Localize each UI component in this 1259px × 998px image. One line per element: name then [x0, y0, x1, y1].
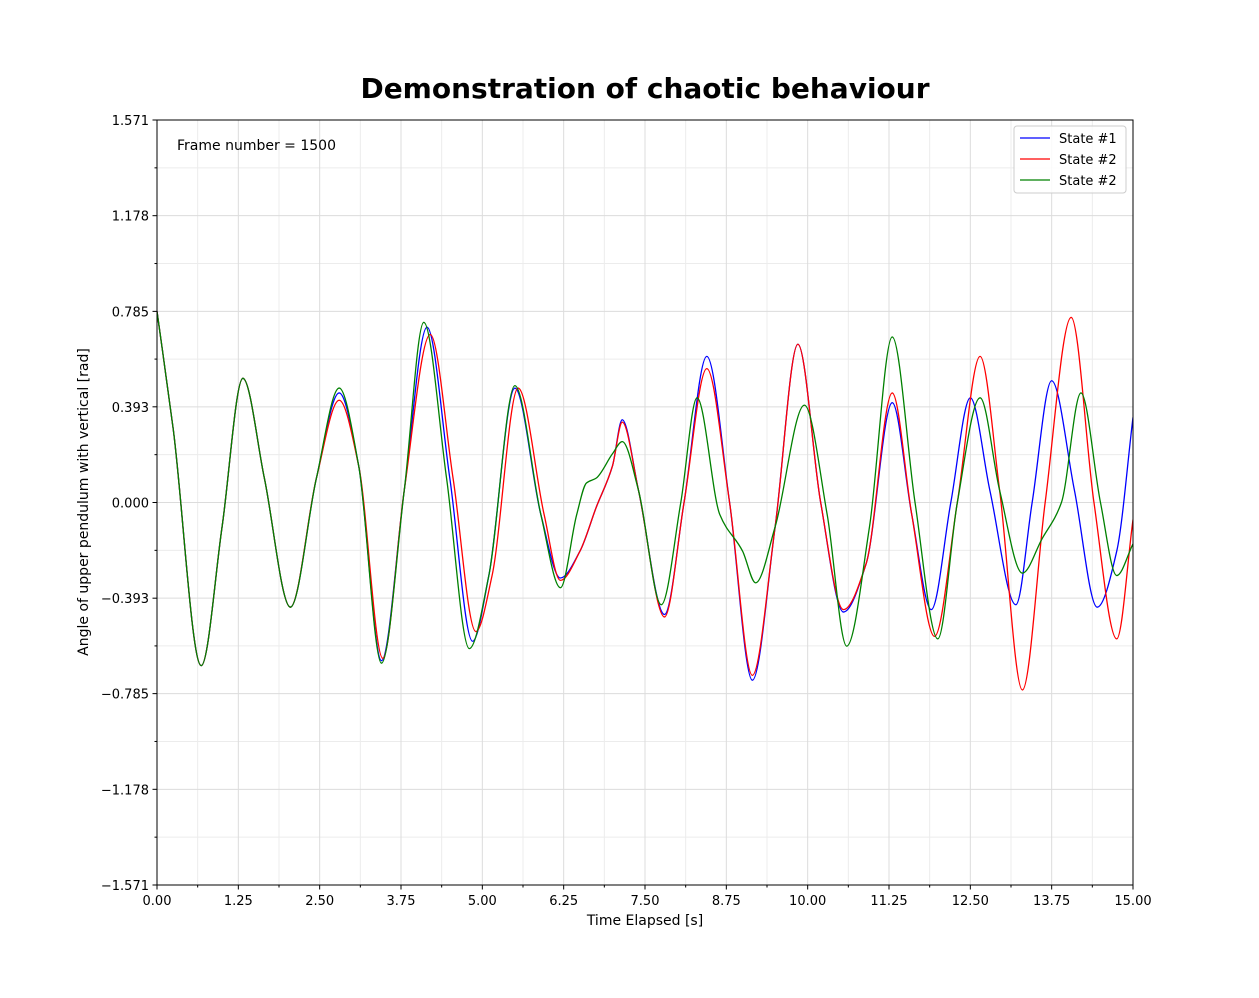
y-tick-label: −1.178 [101, 783, 149, 798]
x-tick-label: 5.00 [468, 894, 497, 909]
legend-label-1: State #1 [1059, 132, 1117, 147]
series-lines [157, 311, 1133, 691]
x-tick-label: 3.75 [387, 894, 416, 909]
y-tick-label: 1.178 [112, 210, 149, 225]
chart-title: Demonstration of chaotic behaviour [360, 72, 929, 105]
legend-frame [1013, 125, 1127, 194]
frame-number-annotation: Frame number = 1500 [177, 138, 336, 154]
x-tick-label: 11.25 [870, 894, 907, 909]
y-axis-ticks: −1.571 −1.178 −0.785 −0.393 0.000 0.393 0.785 1… [101, 114, 157, 894]
legend-entries: State #1 State #2 State #2 [1020, 132, 1117, 189]
x-tick-label: 6.25 [549, 894, 578, 909]
x-tick-label: 15.00 [1114, 894, 1151, 909]
x-tick-label: 0.00 [143, 894, 172, 909]
x-tick-label: 7.50 [631, 894, 660, 909]
y-tick-label: −0.785 [101, 688, 149, 703]
x-tick-label: 2.50 [305, 894, 334, 909]
y-tick-label: 1.571 [112, 114, 149, 129]
x-tick-label: 13.75 [1033, 894, 1070, 909]
legend-label-3: State #2 [1059, 174, 1117, 189]
x-tick-label: 8.75 [712, 894, 741, 909]
y-axis-label: Angle of upper pendulum with vertical [r… [76, 348, 92, 656]
y-tick-label: 0.000 [112, 497, 149, 512]
y-tick-label: 0.393 [112, 401, 149, 416]
y-tick-label: 0.785 [112, 305, 149, 320]
x-tick-label: 10.00 [789, 894, 826, 909]
x-axis-ticks: 0.00 1.25 2.50 3.75 5.00 6.25 7.50 8.75 10.00 11.… [143, 885, 1152, 909]
y-tick-label: −1.571 [101, 879, 149, 894]
legend-label-2: State #2 [1059, 153, 1117, 168]
x-tick-label: 12.50 [952, 894, 989, 909]
y-tick-label: −0.393 [101, 592, 149, 607]
x-axis-label: Time Elapsed [s] [586, 913, 703, 929]
series-line-3 [157, 311, 1133, 667]
x-tick-label: 1.25 [224, 894, 253, 909]
legend: State #1 State #2 State #2 [1013, 125, 1127, 194]
